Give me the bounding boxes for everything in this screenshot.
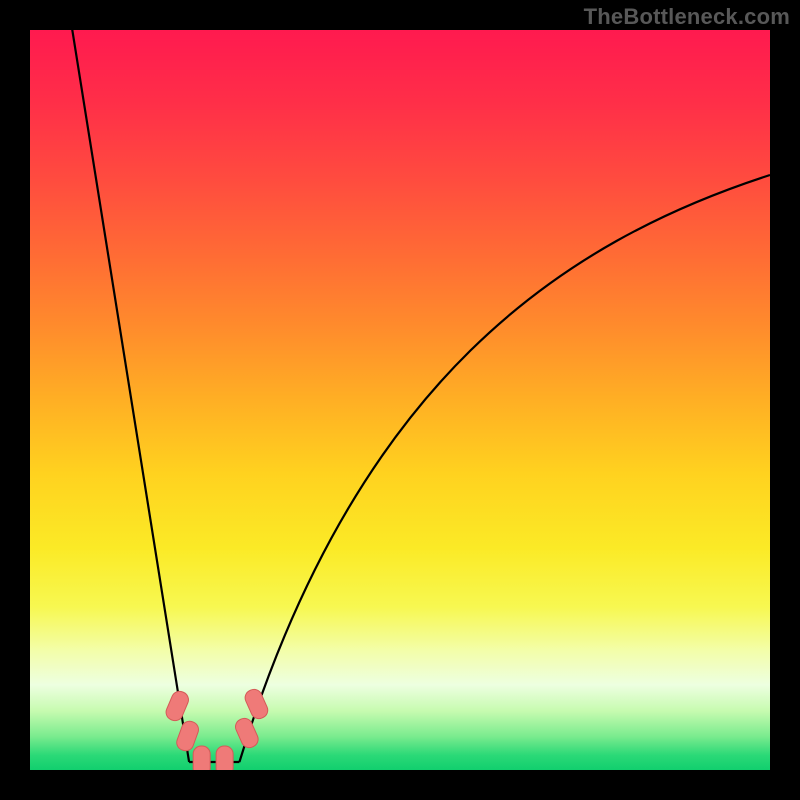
curve-marker [233,716,261,750]
curve-marker [243,687,271,721]
plot-area [30,30,770,770]
curve-marker [193,746,210,770]
curve-marker [164,689,191,723]
curve-marker [216,746,233,770]
watermark-text: TheBottleneck.com [584,4,790,30]
chart-frame: TheBottleneck.com [0,0,800,800]
bottleneck-curve [30,30,770,770]
